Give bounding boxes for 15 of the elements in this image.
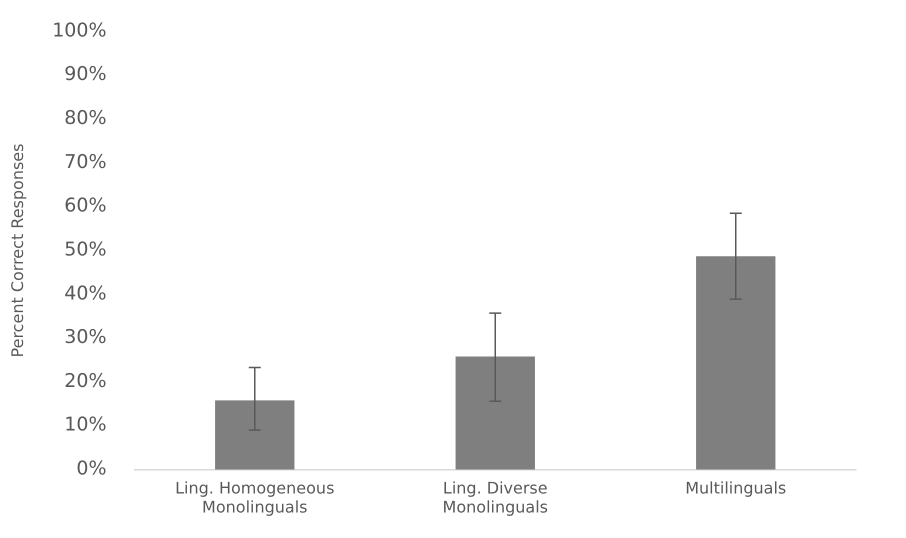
y-tick-label: 10% xyxy=(64,414,107,436)
y-tick-label: 20% xyxy=(64,370,107,392)
x-tick-label: Multilinguals xyxy=(685,478,786,498)
y-tick-label: 60% xyxy=(64,194,107,217)
y-tick-label: 50% xyxy=(64,238,107,260)
y-axis-title: Percent Correct Responses xyxy=(8,144,27,358)
x-tick-label: Ling. Homogeneous Monolinguals xyxy=(175,478,334,517)
y-tick-label: 100% xyxy=(52,19,107,42)
y-tick-label: 0% xyxy=(76,458,107,480)
x-tick-label: Ling. Diverse Monolinguals xyxy=(442,478,548,517)
y-tick-label: 40% xyxy=(64,282,107,304)
y-tick-label: 90% xyxy=(64,63,107,86)
y-tick-label: 80% xyxy=(64,106,107,129)
y-tick-label: 30% xyxy=(64,326,107,348)
y-tick-label: 70% xyxy=(64,150,107,173)
